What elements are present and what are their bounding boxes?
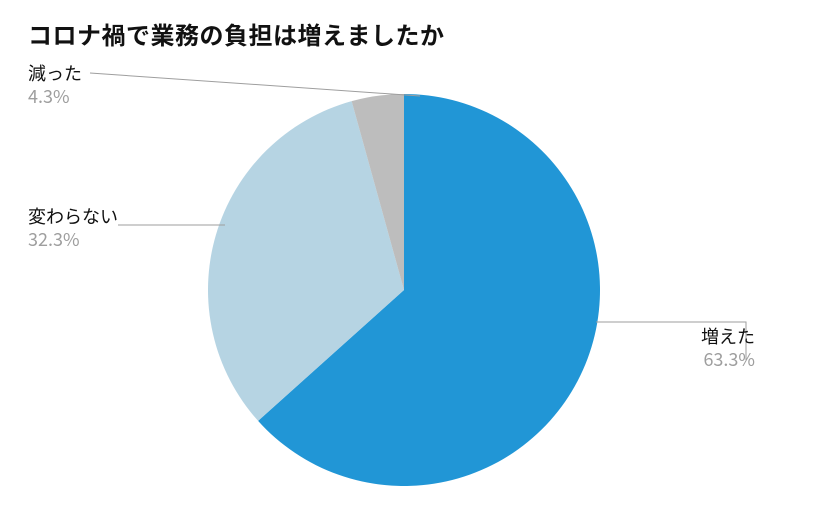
slice-label-name: 変わらない [28,205,118,228]
slice-label: 増えた63.3% [701,325,755,370]
slice-label: 減った4.3% [28,62,82,107]
leader-line [90,73,420,96]
chart-stage: コロナ禍で業務の負担は増えましたか 増えた63.3%変わらない32.3%減った4… [0,0,840,521]
slice-label-name: 減った [28,62,82,85]
slice-label-percent: 32.3% [28,228,118,251]
slice-label-percent: 63.3% [701,348,755,371]
slice-label-name: 増えた [701,325,755,348]
pie-chart-svg [0,0,840,521]
slice-label: 変わらない32.3% [28,205,118,250]
slice-label-percent: 4.3% [28,85,82,108]
